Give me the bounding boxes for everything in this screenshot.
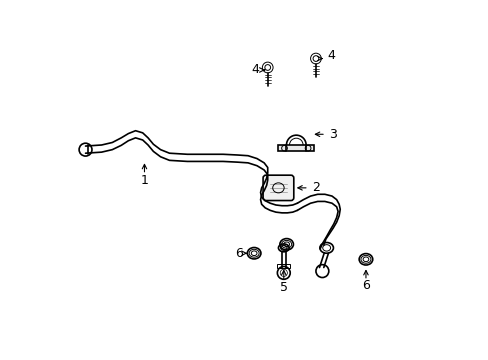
Text: 1: 1 (140, 174, 148, 186)
Text: 4: 4 (251, 63, 259, 76)
Text: 2: 2 (311, 181, 319, 194)
Text: 5: 5 (279, 281, 287, 294)
Text: 6: 6 (235, 247, 243, 260)
Text: 3: 3 (328, 128, 336, 141)
Bar (278, 145, 313, 152)
Text: 4: 4 (326, 49, 334, 62)
Text: 6: 6 (361, 279, 369, 292)
Bar (277, 264, 290, 267)
FancyBboxPatch shape (263, 175, 293, 201)
